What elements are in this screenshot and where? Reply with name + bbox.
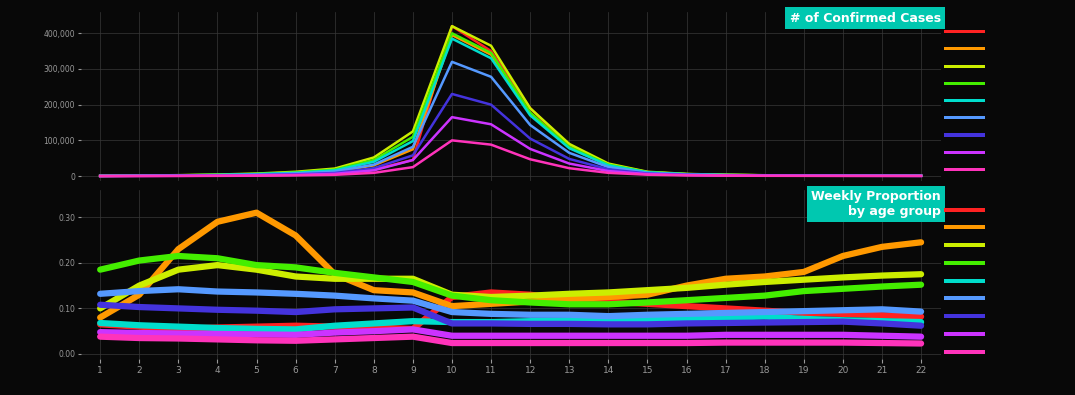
Text: Weekly Proportion
by age group: Weekly Proportion by age group bbox=[811, 190, 941, 218]
Text: # of Confirmed Cases: # of Confirmed Cases bbox=[789, 12, 941, 25]
